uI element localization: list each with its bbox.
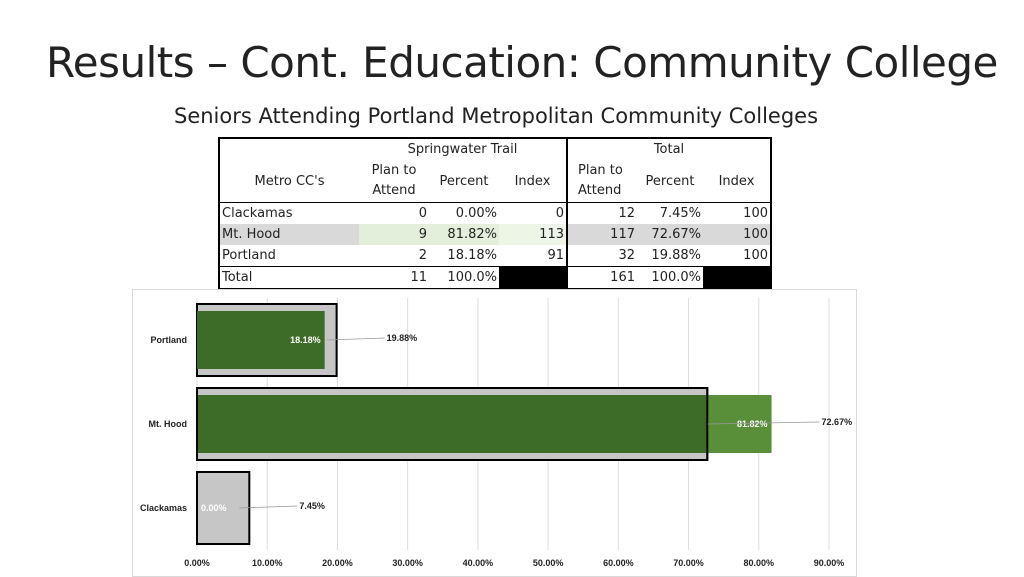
data-label-total: 7.45% xyxy=(299,501,325,511)
data-label-springwater: 0.00% xyxy=(201,503,227,513)
table-row: Clackamas 0 0.00% 0 12 7.45% 100 xyxy=(218,202,772,224)
bar-springwater xyxy=(197,311,325,369)
x-tick-label: 60.00% xyxy=(603,558,634,568)
x-tick-label: 30.00% xyxy=(392,558,423,568)
x-tick-label: 90.00% xyxy=(814,558,845,568)
bar-total-outline xyxy=(196,387,709,461)
bar-chart-svg: 0.00% 10.00% 20.00% 30.00% 40.00% 50.00% 60.00… xyxy=(140,298,853,568)
x-tick-label: 20.00% xyxy=(322,558,353,568)
bar-chart: 0.00% 10.00% 20.00% 30.00% 40.00% 50.00% 60.00… xyxy=(132,289,857,577)
leader-line xyxy=(326,337,385,341)
x-tick-label: 50.00% xyxy=(533,558,564,568)
results-table: Springwater Trail Total Metro CC's Plan … xyxy=(218,137,772,290)
slide-subtitle: Seniors Attending Portland Metropolitan … xyxy=(174,104,819,128)
bar-springwater-overlap xyxy=(197,395,708,453)
header-sw-index: Index xyxy=(499,160,568,203)
category-label: Portland xyxy=(150,335,187,345)
header-total: Total xyxy=(567,137,772,160)
header-sw-plan: Plan to Attend xyxy=(359,160,429,203)
row-name: Total xyxy=(218,266,359,290)
table-row-total: Total 11 100.0% 161 100.0% xyxy=(218,266,772,290)
x-tick-label: 0.00% xyxy=(184,558,210,568)
row-name: Portland xyxy=(218,245,359,267)
header-metro-ccs: Metro CC's xyxy=(218,160,359,203)
row-name: Clackamas xyxy=(218,202,359,224)
slide-title: Results – Cont. Education: Community Col… xyxy=(46,38,998,87)
x-tick-label: 40.00% xyxy=(463,558,494,568)
header-sw-percent: Percent xyxy=(429,160,499,203)
category-label: Mt. Hood xyxy=(149,419,188,429)
x-tick-label: 80.00% xyxy=(744,558,775,568)
data-label-springwater: 18.18% xyxy=(290,335,321,345)
header-t-percent: Percent xyxy=(637,160,703,203)
row-name: Mt. Hood xyxy=(218,224,359,245)
leader-line xyxy=(707,421,820,425)
header-t-index: Index xyxy=(703,160,772,203)
header-springwater: Springwater Trail xyxy=(359,137,568,160)
data-label-springwater: 81.82% xyxy=(737,419,768,429)
x-tick-label: 70.00% xyxy=(673,558,704,568)
data-label-total: 19.88% xyxy=(387,333,418,343)
data-label-total: 72.67% xyxy=(822,417,853,427)
table-row: Mt. Hood 9 81.82% 113 117 72.67% 100 xyxy=(218,224,772,245)
header-t-plan: Plan to Attend xyxy=(567,160,637,203)
leader-line xyxy=(239,505,298,509)
blank-cell xyxy=(703,266,772,290)
blank-cell xyxy=(499,266,568,290)
category-label: Clackamas xyxy=(140,503,187,513)
table-row: Portland 2 18.18% 91 32 19.88% 100 xyxy=(218,245,772,267)
x-tick-label: 10.00% xyxy=(252,558,283,568)
